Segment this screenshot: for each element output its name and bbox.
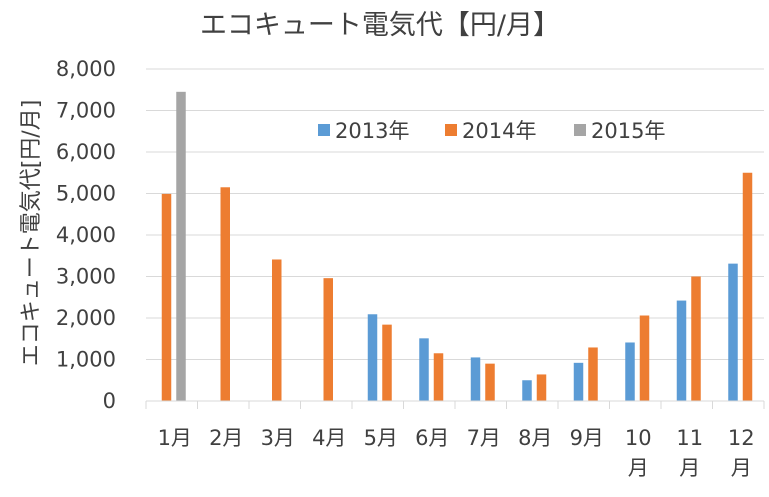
bar-2015年-1月 (176, 91, 186, 401)
bar-2014年-4月 (323, 278, 333, 401)
bar-2013年-11月 (676, 300, 687, 401)
legend: 2013年 2014年 2015年 (318, 119, 665, 143)
legend-swatch-2014年 (445, 124, 457, 136)
x-tick-label: 11 月 (676, 426, 703, 480)
bar-2014年-3月 (272, 259, 282, 401)
bar-2013年-10月 (625, 342, 635, 401)
x-tick-label: 1月 (158, 426, 192, 450)
x-tick-label: 10 月 (625, 426, 652, 480)
bar-2014年-9月 (588, 347, 598, 401)
chart-title: エコキュート電気代【円/月】 (200, 10, 560, 41)
gridlines (146, 68, 764, 402)
legend-label: 2013年 (335, 119, 409, 143)
x-tick-label: 5月 (364, 426, 398, 450)
legend-label: 2014年 (462, 119, 536, 143)
bar-2014年-8月 (536, 374, 547, 401)
x-tick-label: 12 月 (728, 426, 755, 480)
legend-label: 2015年 (591, 119, 665, 143)
x-axis: 1月 2月 3月 4月 5月 6月 7月 8月 9月 10 月 11 月 12 月 (145, 400, 765, 480)
bar-2014年-2月 (220, 187, 230, 401)
y-axis-ticks: 0 1,000 2,000 3,000 4,000 5,000 6,000 7,000 8,00… (56, 57, 116, 413)
bar-2014年-10月 (639, 315, 650, 401)
bar-2014年-11月 (691, 276, 701, 401)
y-tick-label: 3,000 (56, 265, 116, 289)
y-tick-label: 8,000 (56, 57, 116, 81)
bar-2014年-7月 (485, 363, 495, 401)
bar-2014年-5月 (382, 324, 392, 401)
y-tick-label: 2,000 (56, 306, 116, 330)
bar-2013年-7月 (470, 357, 481, 401)
bar-2013年-9月 (573, 362, 584, 401)
x-tick-label: 3月 (261, 426, 295, 450)
bar-2013年-6月 (419, 338, 429, 401)
x-tick-label: 8月 (518, 426, 552, 450)
y-tick-label: 4,000 (56, 223, 116, 247)
legend-swatch-2013年 (318, 124, 330, 136)
y-tick-label: 6,000 (56, 140, 116, 164)
bar-2013年-12月 (728, 263, 738, 401)
bar-2014年-6月 (433, 353, 444, 401)
y-tick-label: 1,000 (56, 348, 116, 372)
x-tick-label: 6月 (415, 426, 449, 450)
x-tick-label: 7月 (467, 426, 501, 450)
y-axis-label: エコキュート電気代[円/月] (19, 100, 44, 367)
y-tick-label: 5,000 (56, 182, 116, 206)
legend-swatch-2015年 (574, 124, 586, 136)
x-tick-label: 4月 (312, 426, 346, 450)
bars (161, 91, 753, 401)
bar-2013年-5月 (367, 314, 378, 401)
x-tick-label: 9月 (570, 426, 604, 450)
bar-2014年-12月 (742, 172, 753, 401)
x-tick-label: 2月 (209, 426, 243, 450)
y-tick-label: 7,000 (56, 99, 116, 123)
y-tick-label: 0 (103, 389, 116, 413)
bar-2013年-8月 (522, 380, 532, 401)
bar-2014年-1月 (161, 193, 172, 401)
